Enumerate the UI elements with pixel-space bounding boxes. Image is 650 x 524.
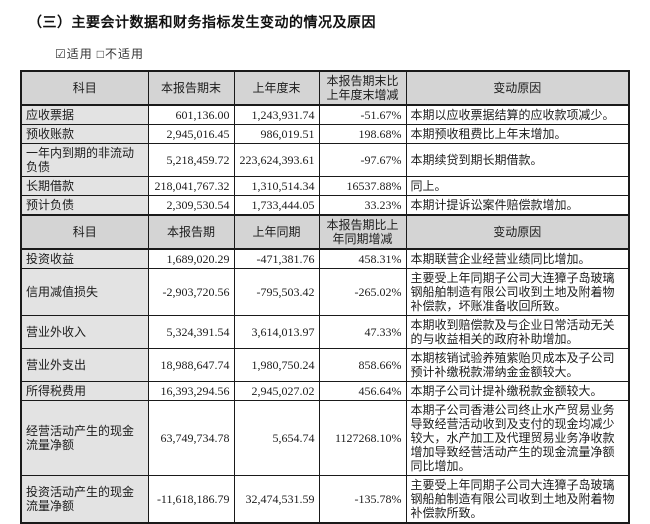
- row-reason: 本期子公司计提补缴税款金额较大。: [405, 381, 630, 401]
- row-reason: 本期以应收票据结算的应收款项减少。: [405, 104, 630, 125]
- row-current-value: 1,689,020.29: [147, 248, 235, 269]
- header-subject: 科目: [20, 70, 149, 106]
- row-change-pct: 456.64%: [318, 381, 407, 401]
- table-header-period-end: 科目 本报告期末 上年度末 本报告期末比上年度末增减 变动原因: [20, 70, 630, 106]
- table-row: 一年内到期的非流动负债 5,218,459.72 223,624,393.61 …: [20, 143, 630, 177]
- row-current-value: -11,618,186.79: [147, 475, 235, 524]
- table-row: 经营活动产生的现金流量净额 63,749,734.78 5,654.74 112…: [20, 400, 630, 476]
- row-change-pct: -135.78%: [318, 475, 407, 524]
- row-current-value: 218,041,767.32: [147, 176, 235, 196]
- row-change-pct: -97.67%: [318, 143, 407, 177]
- table-row: 营业外收入 5,324,391.54 3,614,013.97 47.33% 本…: [20, 315, 630, 349]
- row-prior-value: 32,474,531.59: [233, 475, 320, 524]
- row-prior-value: 1,980,750.24: [233, 348, 320, 382]
- row-reason: 本期收到赔偿款及与企业日常活动无关的与收益相关的政府补助增加。: [405, 315, 630, 349]
- header-prior-year-end: 上年度末: [233, 70, 320, 106]
- row-change-pct: 458.31%: [318, 248, 407, 269]
- row-change-pct: 858.66%: [318, 348, 407, 382]
- header-prior-period: 上年同期: [233, 214, 320, 250]
- row-change-pct: -265.02%: [318, 268, 407, 316]
- header-change-pct: 本报告期末比上年度末增减: [318, 70, 407, 106]
- row-reason: 本期续贷到期长期借款。: [405, 143, 630, 177]
- row-item-label: 一年内到期的非流动负债: [20, 143, 149, 177]
- header-current-period-end: 本报告期末: [147, 70, 235, 106]
- row-reason: 本期预收租费比上年末增加。: [405, 124, 630, 144]
- row-prior-value: -471,381.76: [233, 248, 320, 269]
- row-reason: 本期子公司香港公司终止水产贸易业务导致经营活动收到及支付的现金均减少较大，水产加…: [405, 400, 630, 476]
- table-row: 长期借款 218,041,767.32 1,310,514.34 16537.8…: [20, 176, 630, 196]
- row-prior-value: 2,945,027.02: [233, 381, 320, 401]
- row-item-label: 长期借款: [20, 176, 149, 196]
- row-current-value: 63,749,734.78: [147, 400, 235, 476]
- row-reason: 主要受上年同期子公司大连獐子岛玻璃钢船舶制造有限公司收到土地及附着物补偿款，坏账…: [405, 268, 630, 316]
- table-row: 投资收益 1,689,020.29 -471,381.76 458.31% 本期…: [20, 248, 630, 269]
- table-row: 预计负债 2,309,530.54 1,733,444.05 33.23% 本期…: [20, 195, 630, 216]
- row-item-label: 营业外收入: [20, 315, 149, 349]
- row-change-pct: 16537.88%: [318, 176, 407, 196]
- row-prior-value: -795,503.42: [233, 268, 320, 316]
- row-item-label: 投资收益: [20, 248, 149, 269]
- table-header-period: 科目 本报告期 上年同期 本报告期比上年同期增减 变动原因: [20, 214, 630, 250]
- section-title: （三）主要会计数据和财务指标发生变动的情况及原因: [28, 16, 376, 31]
- row-change-pct: 1127268.10%: [318, 400, 407, 476]
- row-item-label: 营业外支出: [20, 348, 149, 382]
- row-item-label: 所得税费用: [20, 381, 149, 401]
- document-page: { "page": { "title": "（三）主要会计数据和财务指标发生变动…: [20, 16, 630, 524]
- row-prior-value: 3,614,013.97: [233, 315, 320, 349]
- row-item-label: 预计负债: [20, 195, 149, 216]
- table-row: 所得税费用 16,393,294.56 2,945,027.02 456.64%…: [20, 381, 630, 401]
- row-current-value: 2,309,530.54: [147, 195, 235, 216]
- row-prior-value: 986,019.51: [233, 124, 320, 144]
- row-change-pct: -51.67%: [318, 104, 407, 125]
- row-reason: 同上。: [405, 176, 630, 196]
- row-prior-value: 1,243,931.74: [233, 104, 320, 125]
- row-reason: 本期计提诉讼案件赔偿款增加。: [405, 195, 630, 216]
- header-change-reason: 变动原因: [405, 70, 630, 106]
- row-prior-value: 223,624,393.61: [233, 143, 320, 177]
- row-change-pct: 47.33%: [318, 315, 407, 349]
- row-change-pct: 198.68%: [318, 124, 407, 144]
- row-current-value: 2,945,016.45: [147, 124, 235, 144]
- row-item-label: 应收票据: [20, 104, 149, 125]
- row-item-label: 预收账款: [20, 124, 149, 144]
- row-current-value: 5,324,391.54: [147, 315, 235, 349]
- row-prior-value: 5,654.74: [233, 400, 320, 476]
- row-current-value: 16,393,294.56: [147, 381, 235, 401]
- table-row: 营业外支出 18,988,647.74 1,980,750.24 858.66%…: [20, 348, 630, 382]
- row-change-pct: 33.23%: [318, 195, 407, 216]
- table-row: 预收账款 2,945,016.45 986,019.51 198.68% 本期预…: [20, 124, 630, 144]
- row-current-value: 601,136.00: [147, 104, 235, 125]
- applicability-checkboxes: ☑适用 □不适用: [55, 47, 145, 61]
- row-prior-value: 1,733,444.05: [233, 195, 320, 216]
- table-row: 应收票据 601,136.00 1,243,931.74 -51.67% 本期以…: [20, 104, 630, 125]
- row-item-label: 信用减值损失: [20, 268, 149, 316]
- table-row: 信用减值损失 -2,903,720.56 -795,503.42 -265.02…: [20, 268, 630, 316]
- row-prior-value: 1,310,514.34: [233, 176, 320, 196]
- row-item-label: 投资活动产生的现金流量净额: [20, 475, 149, 524]
- header-change-pct: 本报告期比上年同期增减: [318, 214, 407, 250]
- row-current-value: 5,218,459.72: [147, 143, 235, 177]
- header-change-reason: 变动原因: [405, 214, 630, 250]
- row-current-value: 18,988,647.74: [147, 348, 235, 382]
- table-row: 投资活动产生的现金流量净额 -11,618,186.79 32,474,531.…: [20, 475, 630, 524]
- row-current-value: -2,903,720.56: [147, 268, 235, 316]
- header-subject: 科目: [20, 214, 149, 250]
- financial-changes-table: 科目 本报告期末 上年度末 本报告期末比上年度末增减 变动原因 应收票据 601…: [20, 70, 630, 524]
- header-current-period: 本报告期: [147, 214, 235, 250]
- row-item-label: 经营活动产生的现金流量净额: [20, 400, 149, 476]
- row-reason: 主要受上年同期子公司大连獐子岛玻璃钢船舶制造有限公司收到土地及附着物补偿款所致。: [405, 475, 630, 524]
- row-reason: 本期联营企业经营业绩同比增加。: [405, 248, 630, 269]
- row-reason: 本期核销试验养殖紫贻贝成本及子公司预计补缴税款滞纳金金额较大。: [405, 348, 630, 382]
